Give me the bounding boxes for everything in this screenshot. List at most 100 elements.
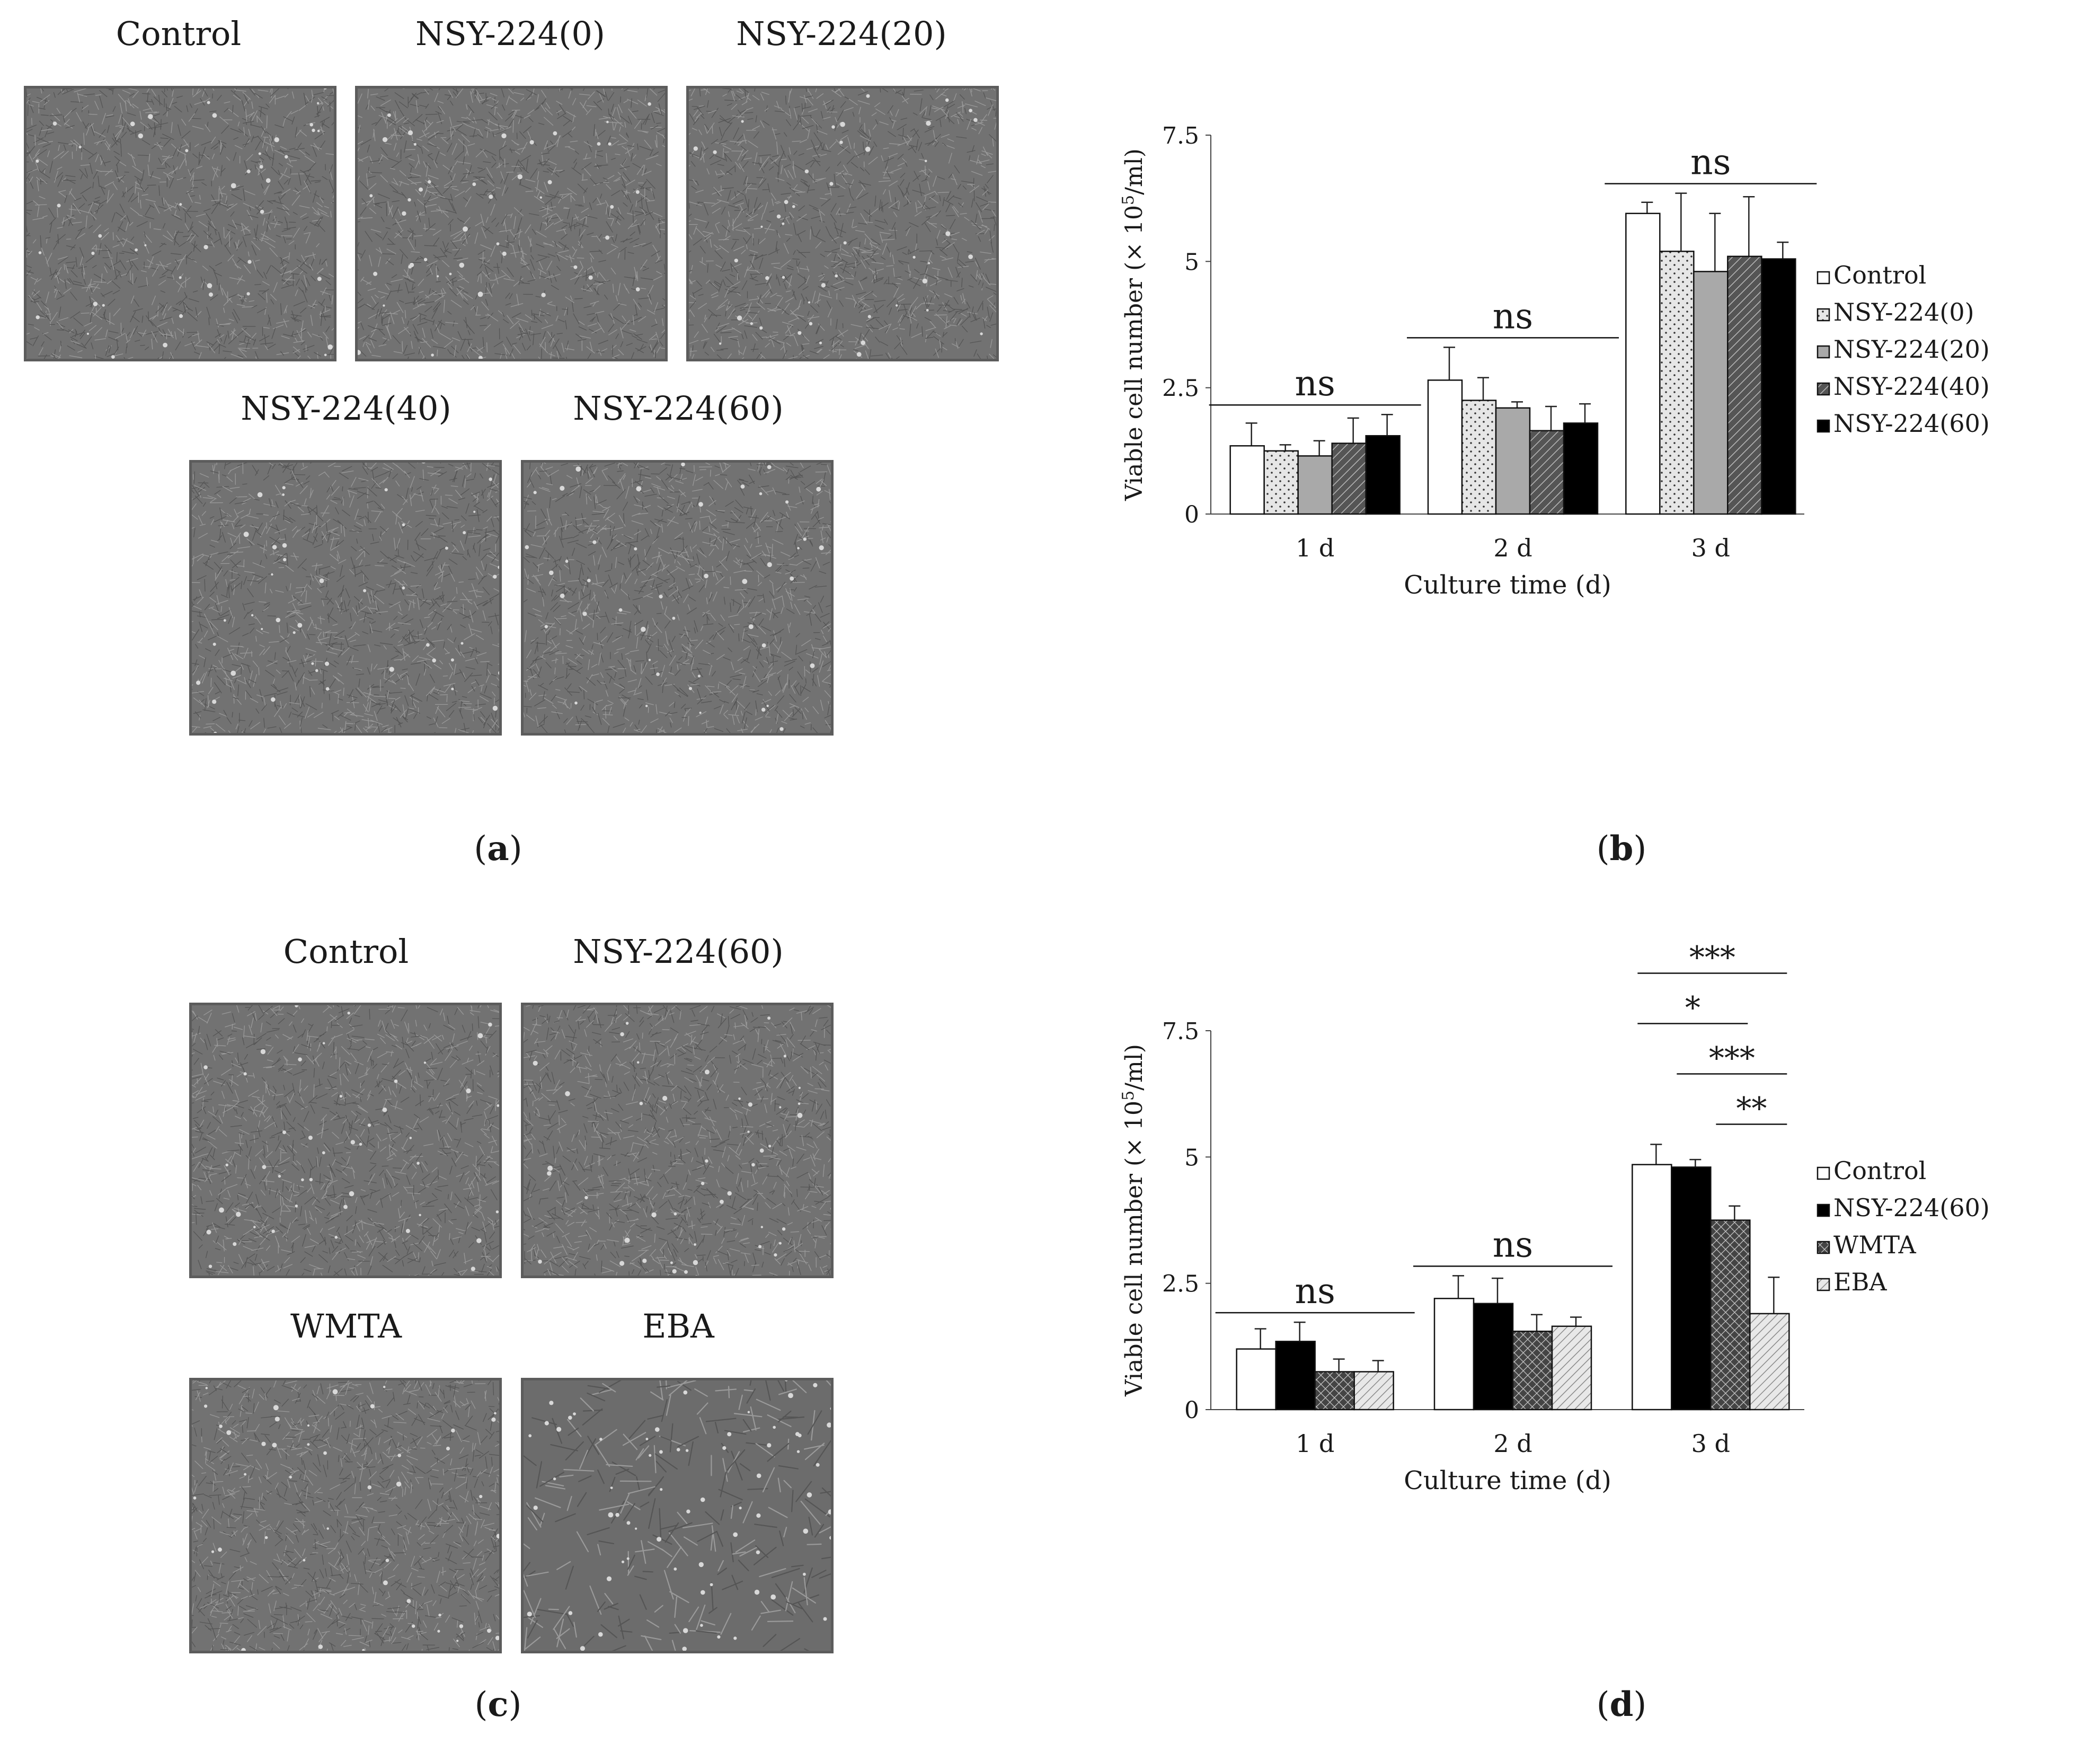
- legend-label: NSY-224(0): [1833, 298, 1974, 326]
- legend-swatch: [1817, 382, 1830, 396]
- legend-swatch: [1817, 1166, 1830, 1180]
- micrograph-label-c-control: Control: [283, 932, 409, 971]
- y-axis-title-text: Viable cell number: [1121, 1166, 1148, 1397]
- micrograph-c-control: [189, 1003, 502, 1278]
- comparison-stars: *: [1685, 990, 1700, 1026]
- x-axis-title: Culture time (d): [1404, 570, 1611, 600]
- micrograph-a-nsy0: [355, 86, 668, 361]
- bar-wmta: [1512, 1330, 1553, 1411]
- bar-eba: [1551, 1325, 1592, 1411]
- micrograph-label-a-nsy40: NSY-224(40): [241, 389, 451, 428]
- legend-label: EBA: [1833, 1268, 1887, 1296]
- x-tick-label: 3 d: [1691, 534, 1730, 562]
- y-axis-title-text: Viable cell number: [1121, 271, 1148, 501]
- significance-label: ns: [1295, 1271, 1335, 1312]
- bar-wmta: [1710, 1219, 1751, 1411]
- micrograph-label-c-nsy60: NSY-224(60): [573, 932, 784, 971]
- bar-control: [1625, 213, 1661, 515]
- bar-nsy-224-60-: [1365, 435, 1401, 515]
- panel-letter-d: (d): [1596, 1685, 1647, 1724]
- y-tick-label: 2.5: [1162, 1271, 1199, 1298]
- panel-letter-b: (b): [1596, 829, 1647, 869]
- legend-label: NSY-224(60): [1833, 409, 1990, 438]
- micrograph-label-c-eba: EBA: [642, 1307, 714, 1345]
- bar-eba: [1353, 1371, 1394, 1411]
- micrograph-label-a-nsy60: NSY-224(60): [573, 389, 784, 428]
- y-axis-unit-suffix: /ml): [1121, 1044, 1148, 1091]
- bar-nsy-224-20-: [1693, 271, 1729, 515]
- y-axis-unit-prefix: (× 10: [1121, 1101, 1148, 1166]
- y-tick-label: 5: [1184, 249, 1199, 276]
- comparison-stars: ***: [1709, 1040, 1755, 1076]
- legend-label: NSY-224(40): [1833, 372, 1990, 401]
- micrograph-c-wmta: [189, 1378, 502, 1653]
- legend-label: WMTA: [1833, 1230, 1917, 1259]
- micrograph-a-nsy20: [686, 86, 999, 361]
- bar-nsy-224-40-: [1331, 442, 1367, 515]
- micrograph-label-a-nsy20: NSY-224(20): [736, 14, 947, 53]
- y-tick-label: 0: [1184, 1397, 1199, 1424]
- significance-label: ns: [1493, 1224, 1533, 1265]
- legend-swatch: [1817, 308, 1830, 322]
- bar-nsy-224-0-: [1461, 400, 1497, 515]
- legend-swatch: [1817, 345, 1830, 359]
- bar-nsy-224-60-: [1275, 1341, 1316, 1411]
- x-tick-label: 3 d: [1691, 1429, 1730, 1458]
- y-axis-unit-exponent: 5: [1119, 195, 1138, 205]
- legend-swatch: [1817, 1278, 1830, 1291]
- y-tick-label: 5: [1184, 1144, 1199, 1171]
- panel-letter-a: (a): [474, 829, 522, 869]
- comparison-stars: ***: [1689, 940, 1735, 976]
- bar-nsy-224-60-: [1761, 258, 1796, 515]
- bar-nsy-224-60-: [1473, 1303, 1514, 1411]
- legend-label: NSY-224(20): [1833, 335, 1990, 364]
- y-tick-label: 7.5: [1162, 1018, 1199, 1045]
- micrograph-label-a-control: Control: [116, 14, 242, 53]
- micrograph-label-a-nsy0: NSY-224(0): [415, 14, 605, 53]
- bar-nsy-224-0-: [1659, 251, 1695, 515]
- legend-label: Control: [1833, 261, 1926, 289]
- y-axis-unit-prefix: (× 10: [1121, 205, 1148, 271]
- y-axis-unit-exponent: 5: [1119, 1091, 1138, 1101]
- micrograph-a-nsy60: [521, 460, 834, 736]
- legend-swatch: [1817, 419, 1830, 433]
- y-tick-label: 2.5: [1162, 375, 1199, 402]
- micrograph-c-eba: [521, 1378, 834, 1653]
- bar-nsy-224-40-: [1529, 430, 1565, 515]
- x-axis-title: Culture time (d): [1404, 1466, 1611, 1495]
- bar-nsy-224-60-: [1671, 1166, 1712, 1411]
- legend-swatch: [1817, 271, 1830, 285]
- bar-control: [1632, 1164, 1672, 1411]
- micrograph-a-nsy40: [189, 460, 502, 736]
- x-tick-label: 1 d: [1296, 534, 1334, 562]
- x-tick-label: 2 d: [1493, 534, 1532, 562]
- bar-control: [1433, 1298, 1475, 1411]
- y-tick-label: 7.5: [1162, 122, 1199, 149]
- bar-nsy-224-20-: [1297, 455, 1333, 515]
- significance-label: ns: [1493, 296, 1533, 337]
- micrograph-a-control: [24, 86, 336, 361]
- x-tick-label: 2 d: [1493, 1429, 1532, 1458]
- bar-nsy-224-20-: [1495, 407, 1531, 515]
- chart-b: 0 2.5 5 7.5 1 d ns 2 d ns 3 d ns Culture time (d) V…: [1119, 122, 1990, 600]
- y-axis-unit-suffix: /ml): [1121, 148, 1148, 195]
- y-axis-title: Viable cell number (× 105/ml): [1119, 1044, 1148, 1397]
- bar-nsy-224-40-: [1727, 255, 1762, 515]
- micrograph-c-nsy60: [521, 1003, 834, 1278]
- y-axis-title: Viable cell number (× 105/ml): [1119, 148, 1148, 501]
- y-tick-label: 0: [1184, 501, 1199, 528]
- bar-wmta: [1314, 1371, 1355, 1411]
- bar-nsy-224-60-: [1563, 422, 1599, 515]
- significance-label: ns: [1690, 142, 1731, 183]
- bar-control: [1236, 1348, 1277, 1411]
- x-tick-label: 1 d: [1296, 1429, 1334, 1458]
- panel-letter-c: (c): [474, 1685, 522, 1724]
- bar-control: [1427, 379, 1463, 515]
- bar-nsy-224-0-: [1263, 450, 1299, 515]
- legend-swatch: [1817, 1203, 1830, 1217]
- comparison-stars: **: [1736, 1091, 1767, 1127]
- bar-control: [1229, 445, 1265, 515]
- legend-label: Control: [1833, 1156, 1926, 1185]
- legend-label: NSY-224(60): [1833, 1193, 1990, 1222]
